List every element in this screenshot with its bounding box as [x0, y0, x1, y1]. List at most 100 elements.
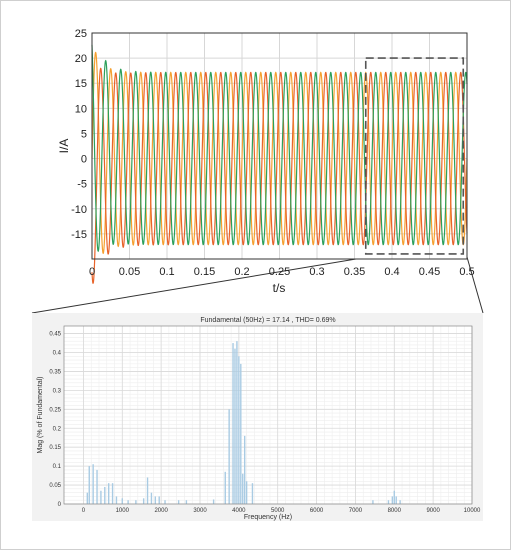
- zoom-connector-left: [31, 256, 369, 314]
- zoom-connector-right: [466, 256, 484, 314]
- fft-x-tick-label: 5000: [271, 508, 285, 514]
- fft-y-tick-label: 0.4: [53, 351, 62, 357]
- fft-harmonic-bar: [146, 477, 149, 504]
- fft-plot-area: [64, 326, 472, 504]
- fft-grid: [64, 326, 473, 505]
- fft-harmonic-bar: [111, 483, 114, 504]
- fft-harmonic-bar: [154, 496, 157, 504]
- fft-x-tick-label: 2000: [154, 508, 168, 514]
- top-y-tick-label: 25: [75, 28, 87, 40]
- phase-current-series-2: [91, 67, 468, 284]
- fft-harmonic-bar: [121, 498, 123, 504]
- fft-harmonic-bar: [96, 469, 98, 504]
- top-y-tick-label: -5: [77, 179, 87, 191]
- top-y-tick-label: 0: [81, 154, 87, 166]
- fft-harmonic-bar: [150, 492, 153, 504]
- fft-y-tick-label: 0.15: [49, 445, 61, 451]
- fft-y-tick-label: 0.25: [49, 407, 61, 413]
- fft-harmonic-bar: [142, 498, 145, 504]
- fft-x-tick-label: 10000: [464, 508, 481, 514]
- top-y-tick-label: -15: [71, 229, 87, 241]
- fft-x-tick-label: 3000: [193, 508, 207, 514]
- fft-harmonic-bar: [232, 343, 234, 504]
- current-waveform-chart: 0 0.05 0.1 0.15 0.2 0.25 0.3 0.35 0.4 0.45 0.5 -15 -…: [57, 28, 475, 295]
- fft-harmonic-bar: [251, 483, 254, 504]
- fft-x-axis-label: Frequency (Hz): [244, 514, 292, 521]
- fft-harmonic-bar: [107, 483, 110, 504]
- fft-harmonic-bar: [212, 499, 215, 504]
- fft-harmonic-bar: [228, 409, 230, 504]
- fft-harmonic-bar: [245, 481, 248, 504]
- fft-harmonic-bar: [127, 500, 129, 504]
- top-y-tick-label: 5: [81, 128, 87, 140]
- fft-x-tick-label: 7000: [349, 508, 363, 514]
- fft-harmonic-bar: [236, 341, 238, 504]
- fft-axes-box: [63, 325, 473, 505]
- fft-x-tick-label: 9000: [426, 508, 440, 514]
- fft-harmonic-bar: [234, 348, 236, 504]
- fft-x-tick-label: 0: [82, 508, 86, 514]
- fft-x-tick-label: 6000: [310, 508, 324, 514]
- top-x-tick-label: 0.05: [119, 266, 140, 278]
- fft-harmonic-bar: [86, 492, 89, 504]
- phase-current-series-1: [91, 51, 468, 254]
- top-x-tick-label: 0.45: [419, 266, 440, 278]
- top-x-tick-label: 0.4: [384, 266, 399, 278]
- fft-y-tick-label: 0.1: [53, 464, 62, 470]
- top-y-tick-label: 15: [75, 78, 87, 90]
- fft-harmonic-bar: [88, 466, 90, 504]
- top-x-tick-label: 0.3: [309, 266, 324, 278]
- fft-harmonic-bar: [115, 496, 118, 504]
- top-series-group: [91, 44, 468, 284]
- fft-harmonic-bar: [135, 500, 137, 504]
- fft-harmonic-bar: [100, 490, 102, 504]
- fft-y-tick-label: 0.05: [49, 483, 61, 489]
- fft-harmonic-bar: [104, 486, 106, 504]
- top-x-tick-label: 0.25: [269, 266, 290, 278]
- top-x-tick-label: 0: [89, 266, 95, 278]
- top-tick-labels: 0 0.05 0.1 0.15 0.2 0.25 0.3 0.35 0.4 0.45 0.5 -15 -…: [71, 28, 475, 278]
- top-x-tick-label: 0.15: [194, 266, 215, 278]
- fft-y-tick-label: 0.45: [49, 332, 61, 338]
- fft-harmonic-bar: [243, 435, 246, 504]
- fft-harmonic-bar: [395, 496, 397, 504]
- fft-harmonic-bar: [242, 473, 244, 504]
- fft-x-tick-label: 8000: [388, 508, 402, 514]
- top-x-tick-label: 0.1: [159, 266, 174, 278]
- fft-y-tick-label: 0.2: [53, 426, 62, 432]
- fft-harmonic-bar: [164, 500, 166, 504]
- top-y-tick-label: 10: [75, 103, 87, 115]
- fft-tick-labels: 0 1000 2000 3000 4000 5000 6000 7000 8000 9000 100…: [49, 332, 481, 514]
- top-y-tick-label: 20: [75, 53, 87, 65]
- fft-harmonic-bar: [185, 500, 188, 504]
- top-y-axis-label: I/A: [57, 139, 71, 154]
- fft-y-axis-label: Mag (% of Fundamental): [37, 376, 44, 453]
- fft-harmonic-bar: [372, 500, 374, 504]
- fft-harmonic-bar: [391, 496, 394, 504]
- top-x-tick-label: 0.35: [344, 266, 365, 278]
- top-x-axis-label: t/s: [273, 281, 286, 295]
- fft-harmonic-bar: [92, 464, 94, 504]
- zoom-window-box: [364, 57, 465, 255]
- fft-harmonic-bar: [387, 500, 390, 504]
- fft-harmonic-bar: [240, 363, 242, 504]
- top-x-tick-label: 0.2: [234, 266, 249, 278]
- fft-harmonic-bar: [238, 356, 240, 504]
- fft-x-tick-label: 1000: [116, 508, 130, 514]
- fft-harmonic-bar: [224, 471, 226, 504]
- fft-y-tick-label: 0: [58, 502, 62, 508]
- fft-panel: 0 1000 2000 3000 4000 5000 6000 7000 8000 9000 100…: [32, 313, 483, 521]
- fft-y-tick-label: 0.3: [53, 388, 62, 394]
- fft-harmonic-bar: [177, 500, 180, 504]
- fft-harmonic-bar: [399, 500, 401, 504]
- top-axes-box: [91, 32, 468, 260]
- fft-x-tick-label: 4000: [232, 508, 246, 514]
- phase-current-series-3: [91, 44, 468, 253]
- fft-y-tick-label: 0.35: [49, 369, 61, 375]
- fft-harmonic-bar: [393, 490, 395, 504]
- top-x-tick-label: 0.5: [459, 266, 474, 278]
- fft-bars-group: [86, 341, 401, 504]
- top-y-tick-label: -10: [71, 204, 87, 216]
- fft-harmonic-bar: [158, 496, 160, 504]
